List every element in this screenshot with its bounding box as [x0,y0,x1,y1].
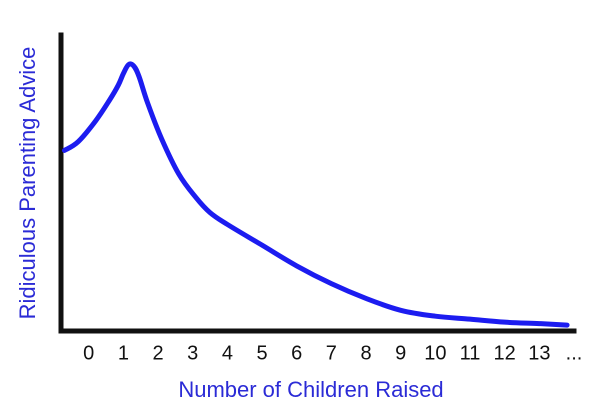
x-tick-label: 7 [326,342,337,364]
x-tick-label: 4 [222,342,233,364]
x-tick-label: 5 [256,342,267,364]
x-axis-title: Number of Children Raised [178,377,443,402]
y-axis-title: Ridiculous Parenting Advice [15,47,40,320]
series-line [61,61,570,328]
x-tick-label: 8 [360,342,371,364]
axes-layer [58,32,577,334]
x-tick-label: 10 [424,342,446,364]
x-tick-label: ... [566,342,583,364]
x-tick-label: 1 [118,342,129,364]
x-tick-label: 0 [83,342,94,364]
x-tick-label: 3 [187,342,198,364]
x-tick-label: 12 [494,342,516,364]
x-tick-label: 11 [460,342,481,364]
x-tick-label: 6 [291,342,302,364]
x-tick-label: 9 [395,342,406,364]
x-tick-label: 2 [152,342,163,364]
x-tick-label: 13 [528,342,550,364]
x-tick-labels: 0 1 2 3 4 5 6 7 8 9 10 11 12 13... [83,342,582,364]
